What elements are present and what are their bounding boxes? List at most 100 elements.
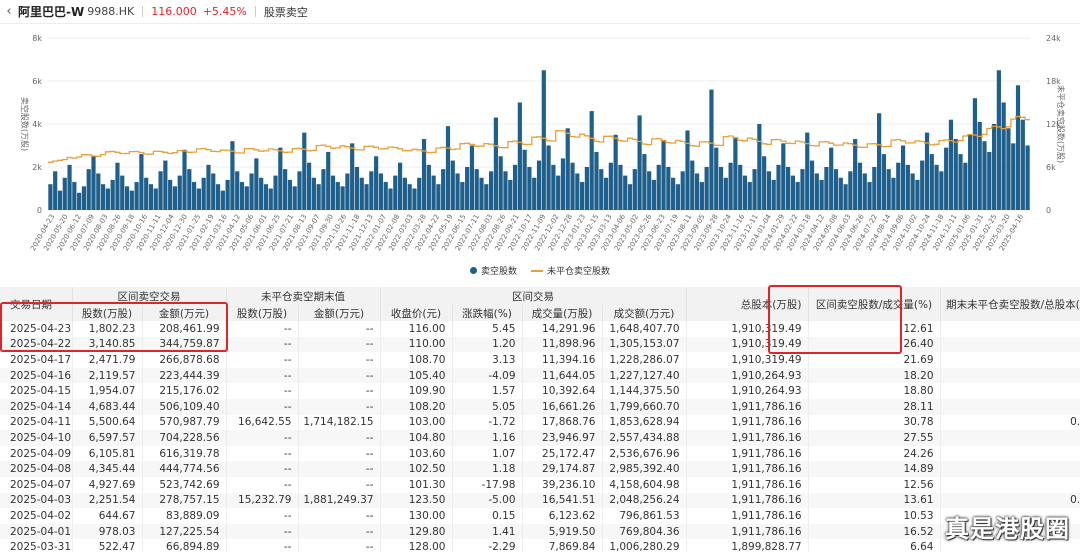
data-table: 交易日期 区间卖空交易 未平仓卖空期末值 区间交易 总股本(万股) 区间卖空股数… — [0, 287, 1080, 552]
table-cell: 2025-04-10 — [0, 430, 73, 446]
col-turnover[interactable]: 成交额(万元) — [602, 305, 687, 321]
table-cell: 18.20 — [808, 367, 941, 384]
table-cell: 108.20 — [380, 398, 453, 415]
col-amount[interactable]: 金额(万元) — [142, 305, 227, 321]
table-cell: -- — [298, 445, 381, 462]
table-cell: 16,642.55 — [226, 414, 299, 431]
table-cell: 1,853,628.94 — [602, 414, 687, 431]
table-cell: 1,911,786.16 — [686, 445, 809, 462]
right-tick-label: 18k — [1046, 77, 1061, 86]
table-cell: -- — [940, 383, 1080, 399]
table-cell: 616,319.78 — [142, 445, 227, 462]
short-volume-bar — [426, 164, 431, 210]
table-cell: 796,861.53 — [602, 508, 687, 524]
table-cell: 1,911,786.16 — [686, 430, 809, 446]
col-ratio-turnover[interactable]: 区间卖空股数/成交量(%) — [808, 287, 941, 321]
highlight-box-short — [0, 302, 228, 352]
short-selling-table: 交易日期 区间卖空交易 未平仓卖空期末值 区间交易 总股本(万股) 区间卖空股数… — [0, 287, 1080, 552]
table-row[interactable]: 2025-04-03 2,251.54 278,757.15 15,232.79 1,8… — [0, 492, 1080, 509]
table-cell: 5.45 — [452, 321, 523, 337]
col-close[interactable]: 收盘价(元) — [380, 305, 453, 321]
table-cell: 223,444.39 — [142, 367, 227, 384]
short-volume-bar — [115, 162, 120, 210]
table-cell: -- — [298, 383, 381, 399]
table-row[interactable]: 2025-04-07 4,927.69 523,742.69 -- -- 101.30 -1… — [0, 476, 1080, 493]
col-pct[interactable]: 涨跌幅(%) — [452, 305, 523, 321]
short-volume-bar — [814, 173, 819, 210]
table-cell: 123.50 — [380, 492, 453, 509]
short-volume-bar — [728, 162, 733, 210]
short-volume-bar — [359, 177, 364, 210]
table-row[interactable]: 2025-04-14 4,683.44 506,109.40 -- -- 108.20 5.… — [0, 398, 1080, 415]
short-volume-bar — [215, 184, 221, 210]
group-interval-short: 区间卖空交易 — [72, 287, 227, 305]
table-row[interactable]: 2025-04-22 3,140.85 344,759.87 -- -- 110.00 1.… — [0, 336, 1080, 353]
table-cell: 1,227,127.40 — [602, 367, 687, 384]
left-tick-label: 4k — [32, 120, 42, 129]
table-cell: 128.00 — [380, 539, 453, 552]
table-row[interactable]: 2025-04-15 1,954.07 215,176.02 -- -- 109.90 1.… — [0, 383, 1080, 399]
short-volume-bar — [642, 154, 647, 210]
short-volume-bar — [86, 169, 91, 210]
watermark: 真是港股圈 — [945, 515, 1070, 543]
legend-item-line[interactable]: 未平仓卖空股数 — [531, 264, 610, 277]
table-row[interactable]: 2025-04-11 5,500.64 570,987.79 16,642.55 1,7… — [0, 414, 1080, 431]
table-row[interactable]: 2025-04-08 4,345.44 444,774.56 -- -- 102.50 1.… — [0, 461, 1080, 477]
short-volume-bar — [627, 184, 633, 210]
table-cell: 1,305,153.07 — [602, 336, 687, 353]
table-cell: 2,471.79 — [72, 352, 143, 368]
table-row[interactable]: 2025-04-09 6,105.81 616,319.78 -- -- 103.60 1.… — [0, 445, 1080, 462]
col-ratio-total[interactable]: 期末未平仓卖空股数/总股本(%) — [940, 287, 1080, 321]
short-volume-bar — [752, 169, 757, 210]
col-open-shares[interactable]: 股数(万股) — [226, 305, 299, 321]
short-volume-bar — [862, 173, 867, 210]
short-volume-bar — [254, 158, 259, 210]
table-cell: 116.00 — [380, 321, 453, 337]
col-volume[interactable]: 成交量(万股) — [522, 305, 603, 321]
right-tick-label: 24k — [1046, 34, 1061, 43]
table-cell: 14.89 — [808, 461, 941, 477]
table-cell: 1.20 — [452, 336, 523, 353]
table-row[interactable]: 2025-04-01 978.03 127,225.54 -- -- 129.80 1.41… — [0, 523, 1080, 540]
back-chevron-icon[interactable]: ‹ — [6, 4, 12, 19]
short-volume-bar — [124, 186, 130, 210]
table-cell: 10,392.64 — [522, 383, 603, 399]
table-cell: 570,987.79 — [142, 414, 227, 431]
group-open-short: 未平仓卖空期末值 — [226, 287, 381, 305]
short-volume-bar — [857, 162, 863, 210]
table-row[interactable]: 2025-04-23 1,802.23 208,461.99 -- -- 116.00 5.… — [0, 321, 1080, 337]
short-volume-bar — [397, 162, 403, 210]
table-row[interactable]: 2025-04-17 2,471.79 266,878.68 -- -- 108.70 3.… — [0, 352, 1080, 368]
table-cell: 14,291.96 — [522, 321, 603, 337]
left-tick-label: 2k — [32, 163, 42, 172]
short-volume-bar — [129, 190, 134, 210]
col-open-amount[interactable]: 金额(万元) — [298, 305, 381, 321]
table-row[interactable]: 2025-04-16 2,119.57 223,444.39 -- -- 105.40 -4… — [0, 367, 1080, 384]
short-volume-bar — [800, 169, 805, 210]
col-total-shares[interactable]: 总股本(万股) — [686, 287, 809, 321]
short-volume-bar — [417, 177, 422, 210]
price-change: +5.45% — [202, 5, 247, 18]
table-cell: 2,557,434.88 — [602, 430, 687, 446]
col-shares[interactable]: 股数(万股) — [72, 305, 143, 321]
table-cell: 2,048,256.24 — [602, 492, 687, 509]
short-volume-bar — [637, 115, 642, 210]
table-cell: 29,174.87 — [522, 461, 603, 477]
short-volume-bar — [402, 177, 407, 210]
table-cell: 1.57 — [452, 383, 523, 399]
table-cell: 23,946.97 — [522, 430, 603, 446]
short-volume-bar — [239, 182, 245, 210]
table-row[interactable]: 2025-03-31 522.47 66,894.89 -- -- 128.00 -2.29… — [0, 539, 1080, 552]
left-tick-label: 0 — [37, 206, 42, 215]
col-date[interactable]: 交易日期 — [0, 287, 73, 321]
table-cell: -- — [298, 461, 381, 477]
short-volume-bar — [623, 175, 628, 210]
table-cell: 1,799,660.70 — [602, 398, 687, 415]
short-volume-bar — [474, 169, 479, 210]
table-cell: 0.15 — [452, 508, 523, 524]
table-row[interactable]: 2025-04-10 6,597.57 704,228.56 -- -- 104.80 1.… — [0, 430, 1080, 446]
table-row[interactable]: 2025-04-02 644.67 83,889.09 -- -- 130.00 0.15 6… — [0, 508, 1080, 524]
short-volume-bar — [283, 169, 288, 210]
legend-item-bars[interactable]: 卖空股数 — [469, 264, 517, 277]
short-volume-bar — [225, 179, 230, 210]
